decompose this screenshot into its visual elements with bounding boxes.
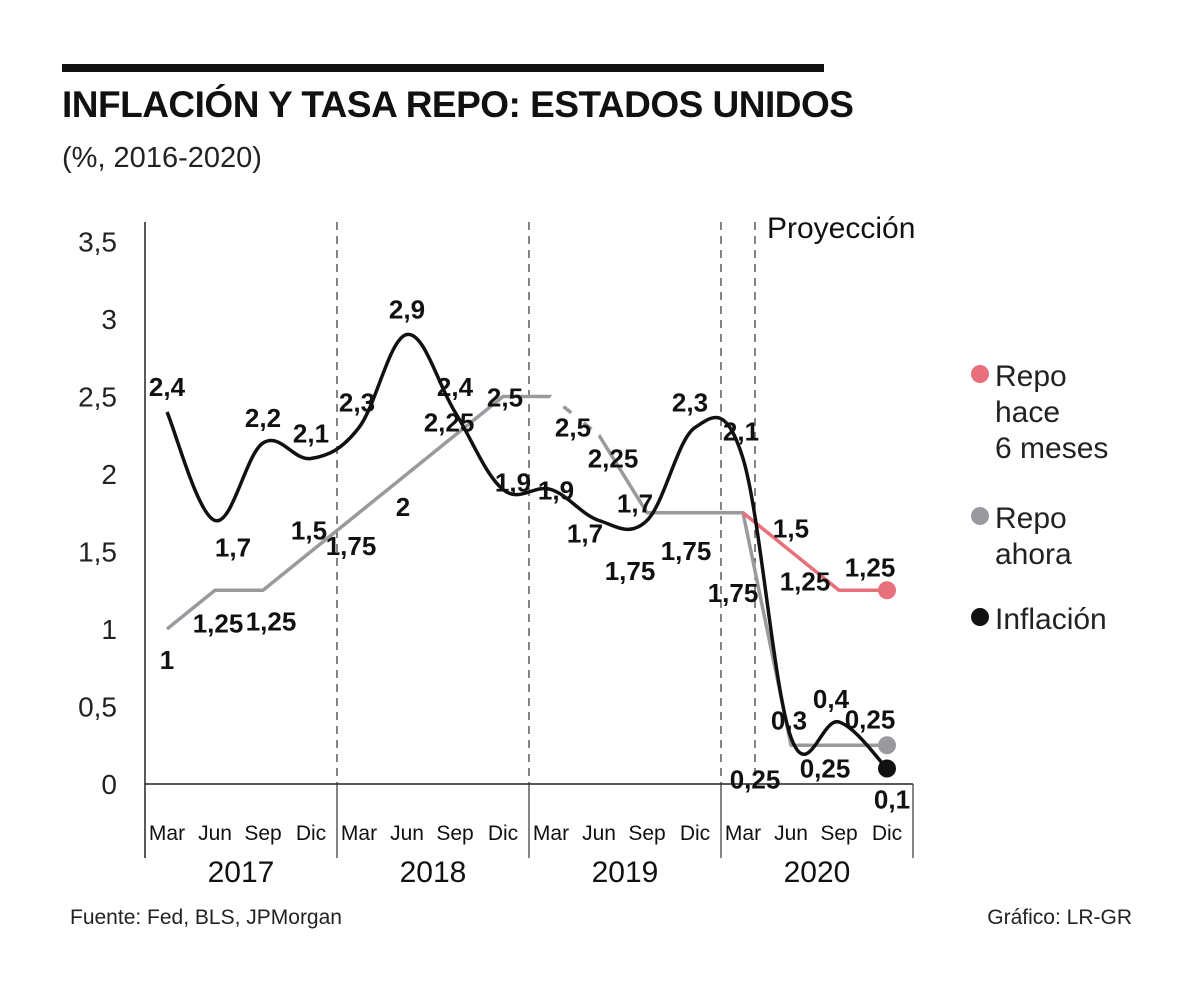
repo-ahora-line [165,394,887,747]
inflacion-data-label: 2,1 [723,417,759,447]
legend-label: hace [995,396,1060,429]
legend-label: Inflación [995,603,1107,636]
inflacion-data-label: 1,7 [567,519,603,549]
inflacion-line [165,332,889,770]
repo-ahora-data-label: 2,5 [555,413,591,443]
month-label: Jun [774,822,808,845]
month-label: Sep [436,822,473,845]
inflacion-data-label: 2,4 [149,372,186,402]
month-label: Dic [680,822,710,845]
y-tick-label: 2,5 [78,382,117,413]
inflacion-data-label: 1,9 [538,476,574,506]
inflacion-data-label: 1,7 [617,489,653,519]
repo-ahora-data-label: 2,5 [487,383,523,413]
inflacion-data-label: 0,4 [813,684,850,714]
repo-hace-6-meses-endpoint [878,581,896,600]
year-label: 2020 [784,856,851,889]
repo-ahora-data-label: 2,25 [588,443,639,473]
repo-ahora-data-label: 1,75 [661,536,712,566]
repo-ahora-data-label: 0,25 [730,764,781,794]
chart-subtitle: (%, 2016-2020) [62,142,262,174]
y-tick-label: 1,5 [78,537,117,568]
repo-ahora-data-label: 1,25 [193,608,244,638]
legend-marker [971,507,989,525]
source-note: Fuente: Fed, BLS, JPMorgan [70,906,342,929]
y-tick-label: 0,5 [78,692,117,723]
y-tick-label: 0 [101,769,117,800]
repo-hace-6-meses-line [741,511,887,592]
month-label: Jun [198,822,232,845]
month-label: Mar [533,822,569,845]
y-tick-label: 3 [101,304,117,335]
repo-ahora-endpoint [878,736,896,755]
inflacion-data-label: 2,4 [437,372,474,402]
projection-label: Proyección [767,212,915,245]
repo-hace-6-meses-data-label: 1,5 [773,514,809,544]
repo-hace-6-meses-data-label: 1,25 [845,552,896,582]
inflacion-data-label: 2,9 [389,295,425,325]
repo-ahora-data-label: 2,25 [424,407,475,437]
repo-ahora-data-label: 0,25 [800,753,851,783]
legend-label: 6 meses [995,432,1108,465]
y-tick-label: 1 [101,614,117,645]
month-label: Mar [341,822,377,845]
inflacion-data-label: 2,1 [293,419,329,449]
month-label: Sep [820,822,857,845]
repo-ahora-data-label: 1,5 [291,516,327,546]
title-rule [62,64,824,72]
repo-ahora-data-label: 1,25 [246,606,297,636]
repo-ahora-data-label: 2 [396,492,410,522]
month-label: Sep [244,822,281,845]
month-label: Dic [488,822,518,845]
inflacion-data-label: 2,3 [339,388,375,418]
month-label: Mar [149,822,185,845]
month-label: Dic [872,822,902,845]
month-label: Jun [390,822,424,845]
credit-note: Gráfico: LR-GR [987,906,1132,929]
repo-ahora-data-label: 0,25 [845,704,896,734]
inflacion-data-label: 1,9 [495,468,531,498]
repo-hace-6-meses-data-label: 1,25 [780,566,831,596]
chart-title: INFLACIÓN Y TASA REPO: ESTADOS UNIDOS [62,84,854,125]
legend-label: Repo [995,360,1067,393]
legend-marker [971,365,989,383]
month-label: Sep [628,822,665,845]
legend-label: ahora [995,538,1072,571]
inflacion-data-label: 1,7 [215,533,251,563]
repo-ahora-data-label: 1,75 [326,531,377,561]
inflacion-endpoint [878,759,896,778]
year-label: 2019 [592,856,659,889]
year-label: 2018 [400,856,467,889]
year-label: 2017 [208,856,275,889]
inflacion-data-label: 2,2 [245,403,281,433]
month-label: Mar [725,822,761,845]
y-tick-label: 2 [101,459,117,490]
month-label: Dic [296,822,326,845]
legend-marker [971,608,989,626]
repo-ahora-data-label: 1,75 [708,578,759,608]
month-label: Jun [582,822,616,845]
y-tick-label: 3,5 [78,227,117,258]
legend-label: Repo [995,502,1067,535]
repo-ahora-data-label: 1 [160,645,174,675]
inflacion-data-label: 0,3 [771,706,807,736]
repo-ahora-gap [549,394,601,438]
inflacion-data-label: 0,1 [874,785,910,815]
repo-ahora-data-label: 1,75 [605,556,656,586]
inflacion-data-label: 2,3 [672,388,708,418]
